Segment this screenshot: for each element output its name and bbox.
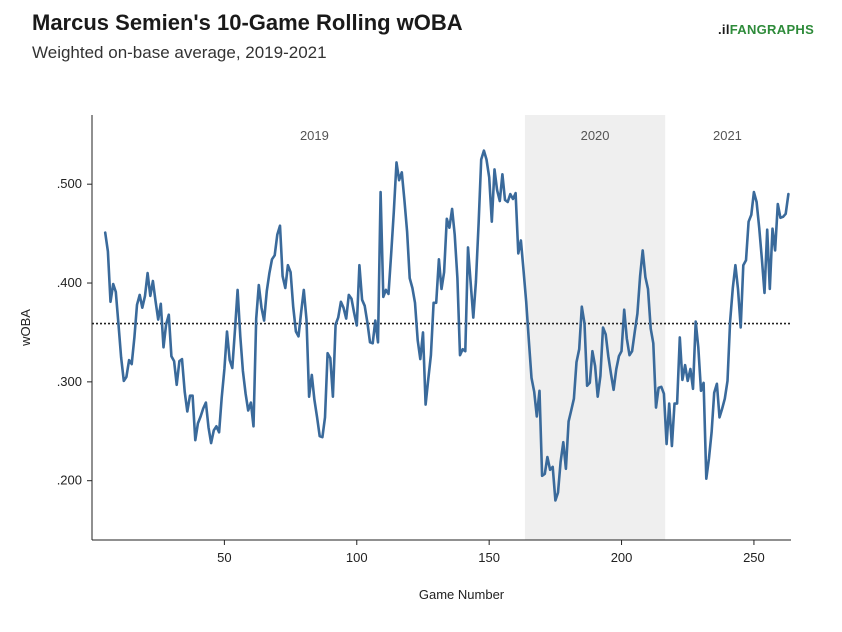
- fangraphs-logo: .ilFANGRAPHS: [718, 22, 814, 37]
- y-tick-label: .300: [57, 374, 82, 389]
- shaded-season-2020: [524, 115, 666, 540]
- y-axis-title: wOBA: [18, 309, 33, 347]
- x-tick-label: 250: [743, 550, 765, 565]
- y-tick-label: .400: [57, 275, 82, 290]
- x-axis-title: Game Number: [419, 587, 505, 602]
- season-label-2020: 2020: [581, 128, 610, 143]
- chart-subtitle: Weighted on-base average, 2019-2021: [32, 43, 327, 62]
- x-tick-label: 200: [611, 550, 633, 565]
- y-tick-label: .500: [57, 176, 82, 191]
- x-tick-label: 50: [217, 550, 231, 565]
- season-label-2019: 2019: [300, 128, 329, 143]
- season-label-2021: 2021: [713, 128, 742, 143]
- logo-mark-icon: .il: [718, 22, 730, 37]
- logo-text: FANGRAPHS: [729, 22, 815, 37]
- y-tick-label: .200: [57, 473, 82, 488]
- chart-title: Marcus Semien's 10-Game Rolling wOBA: [32, 10, 463, 35]
- x-tick-label: 100: [346, 550, 368, 565]
- wOBA-series-line: [103, 149, 790, 502]
- x-tick-label: 150: [478, 550, 500, 565]
